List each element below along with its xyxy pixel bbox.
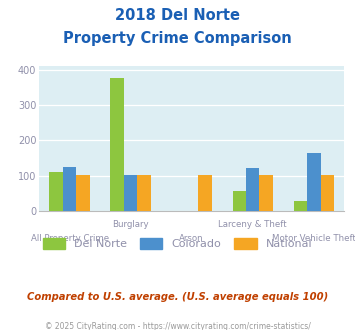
Bar xyxy=(233,191,246,211)
Text: 2018 Del Norte: 2018 Del Norte xyxy=(115,8,240,23)
Legend: Del Norte, Colorado, National: Del Norte, Colorado, National xyxy=(38,234,317,253)
Text: Arson: Arson xyxy=(179,234,204,244)
Bar xyxy=(110,79,124,211)
Text: All Property Crime: All Property Crime xyxy=(31,234,109,244)
Bar xyxy=(198,175,212,211)
Text: Compared to U.S. average. (U.S. average equals 100): Compared to U.S. average. (U.S. average … xyxy=(27,292,328,302)
Bar xyxy=(307,153,321,211)
Bar xyxy=(260,175,273,211)
Text: Motor Vehicle Theft: Motor Vehicle Theft xyxy=(272,234,355,244)
Text: Larceny & Theft: Larceny & Theft xyxy=(218,220,287,229)
Text: Burglary: Burglary xyxy=(112,220,149,229)
Bar xyxy=(137,175,151,211)
Bar xyxy=(76,175,90,211)
Bar xyxy=(124,175,137,211)
Bar xyxy=(294,201,307,211)
Text: Property Crime Comparison: Property Crime Comparison xyxy=(63,31,292,46)
Bar xyxy=(246,168,260,211)
Bar xyxy=(321,175,334,211)
Bar xyxy=(63,167,76,211)
Bar xyxy=(49,172,63,211)
Text: © 2025 CityRating.com - https://www.cityrating.com/crime-statistics/: © 2025 CityRating.com - https://www.city… xyxy=(45,322,310,330)
